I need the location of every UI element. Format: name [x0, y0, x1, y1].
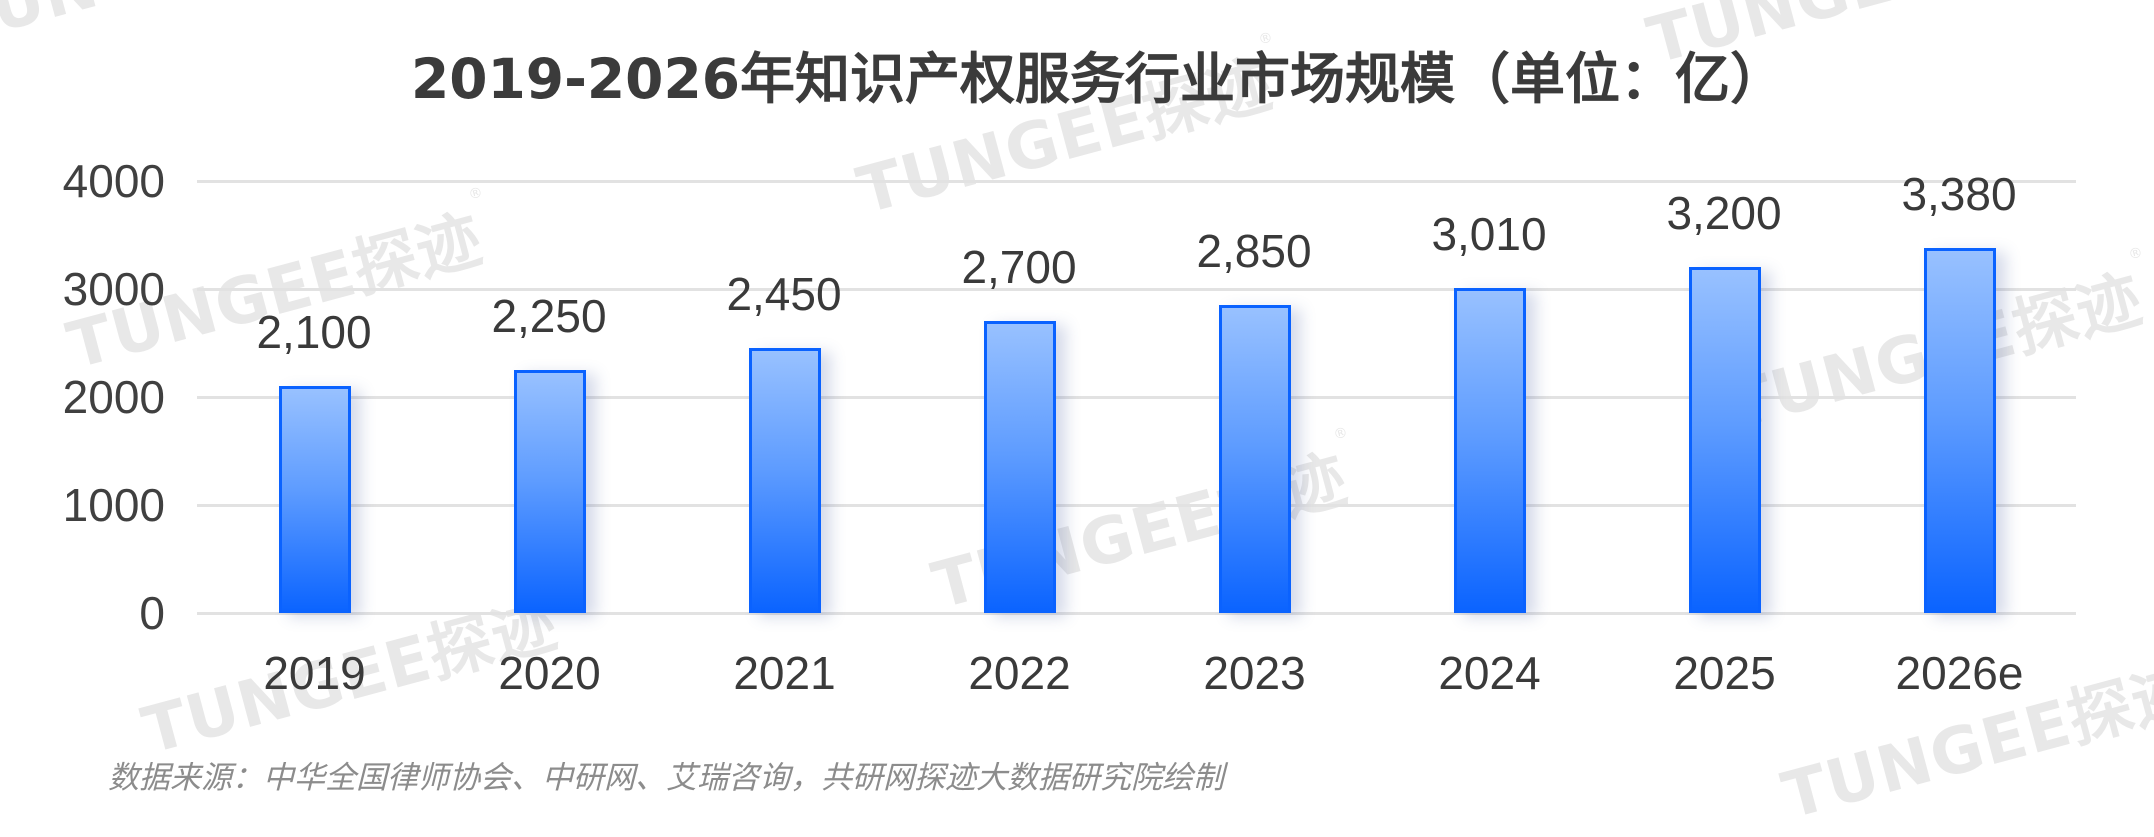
data-label: 2,450 — [726, 268, 842, 320]
y-tick-label: 1000 — [62, 479, 165, 531]
bar-2019 — [279, 386, 351, 613]
y-tick-label: 0 — [139, 587, 165, 639]
gridline — [197, 180, 2076, 183]
plot-area: 2,100 2,250 2,450 2,700 2,850 3,010 3,20… — [197, 171, 2076, 615]
x-tick-label: 2021 — [733, 647, 836, 699]
bar-2023 — [1219, 305, 1291, 613]
data-label: 2,250 — [491, 290, 607, 342]
bar-2024 — [1454, 288, 1526, 613]
bar-2026e — [1924, 248, 1996, 613]
x-tick-label: 2023 — [1203, 647, 1306, 699]
x-tick-label: 2024 — [1438, 647, 1541, 699]
data-label: 3,010 — [1431, 208, 1547, 260]
gridline — [197, 504, 2076, 507]
x-tick-label: 2019 — [263, 647, 366, 699]
data-label: 2,100 — [256, 306, 372, 358]
x-tick-label: 2025 — [1673, 647, 1776, 699]
source-note: 数据来源：中华全国律师协会、中研网、艾瑞咨询，共研网探迹大数据研究院绘制 — [108, 760, 1224, 796]
x-tick-label: 2020 — [498, 647, 601, 699]
y-tick-label: 4000 — [62, 155, 165, 207]
data-label: 3,200 — [1666, 187, 1782, 239]
gridline — [197, 396, 2076, 399]
bar-2025 — [1689, 267, 1761, 613]
bar-2020 — [514, 370, 586, 613]
x-tick-label: 2022 — [968, 647, 1071, 699]
y-tick-label: 3000 — [62, 263, 165, 315]
bar-2021 — [749, 348, 821, 613]
chart-title: 2019-2026年知识产权服务行业市场规模（单位：亿） — [411, 47, 1785, 111]
data-label: 3,380 — [1901, 168, 2017, 220]
bar-2022 — [984, 321, 1056, 613]
gridline — [197, 288, 2076, 291]
baseline — [197, 612, 2076, 615]
y-tick-label: 2000 — [62, 371, 165, 423]
x-tick-label: 2026e — [1895, 647, 2024, 699]
data-label: 2,700 — [961, 241, 1077, 293]
data-label: 2,850 — [1196, 225, 1312, 277]
